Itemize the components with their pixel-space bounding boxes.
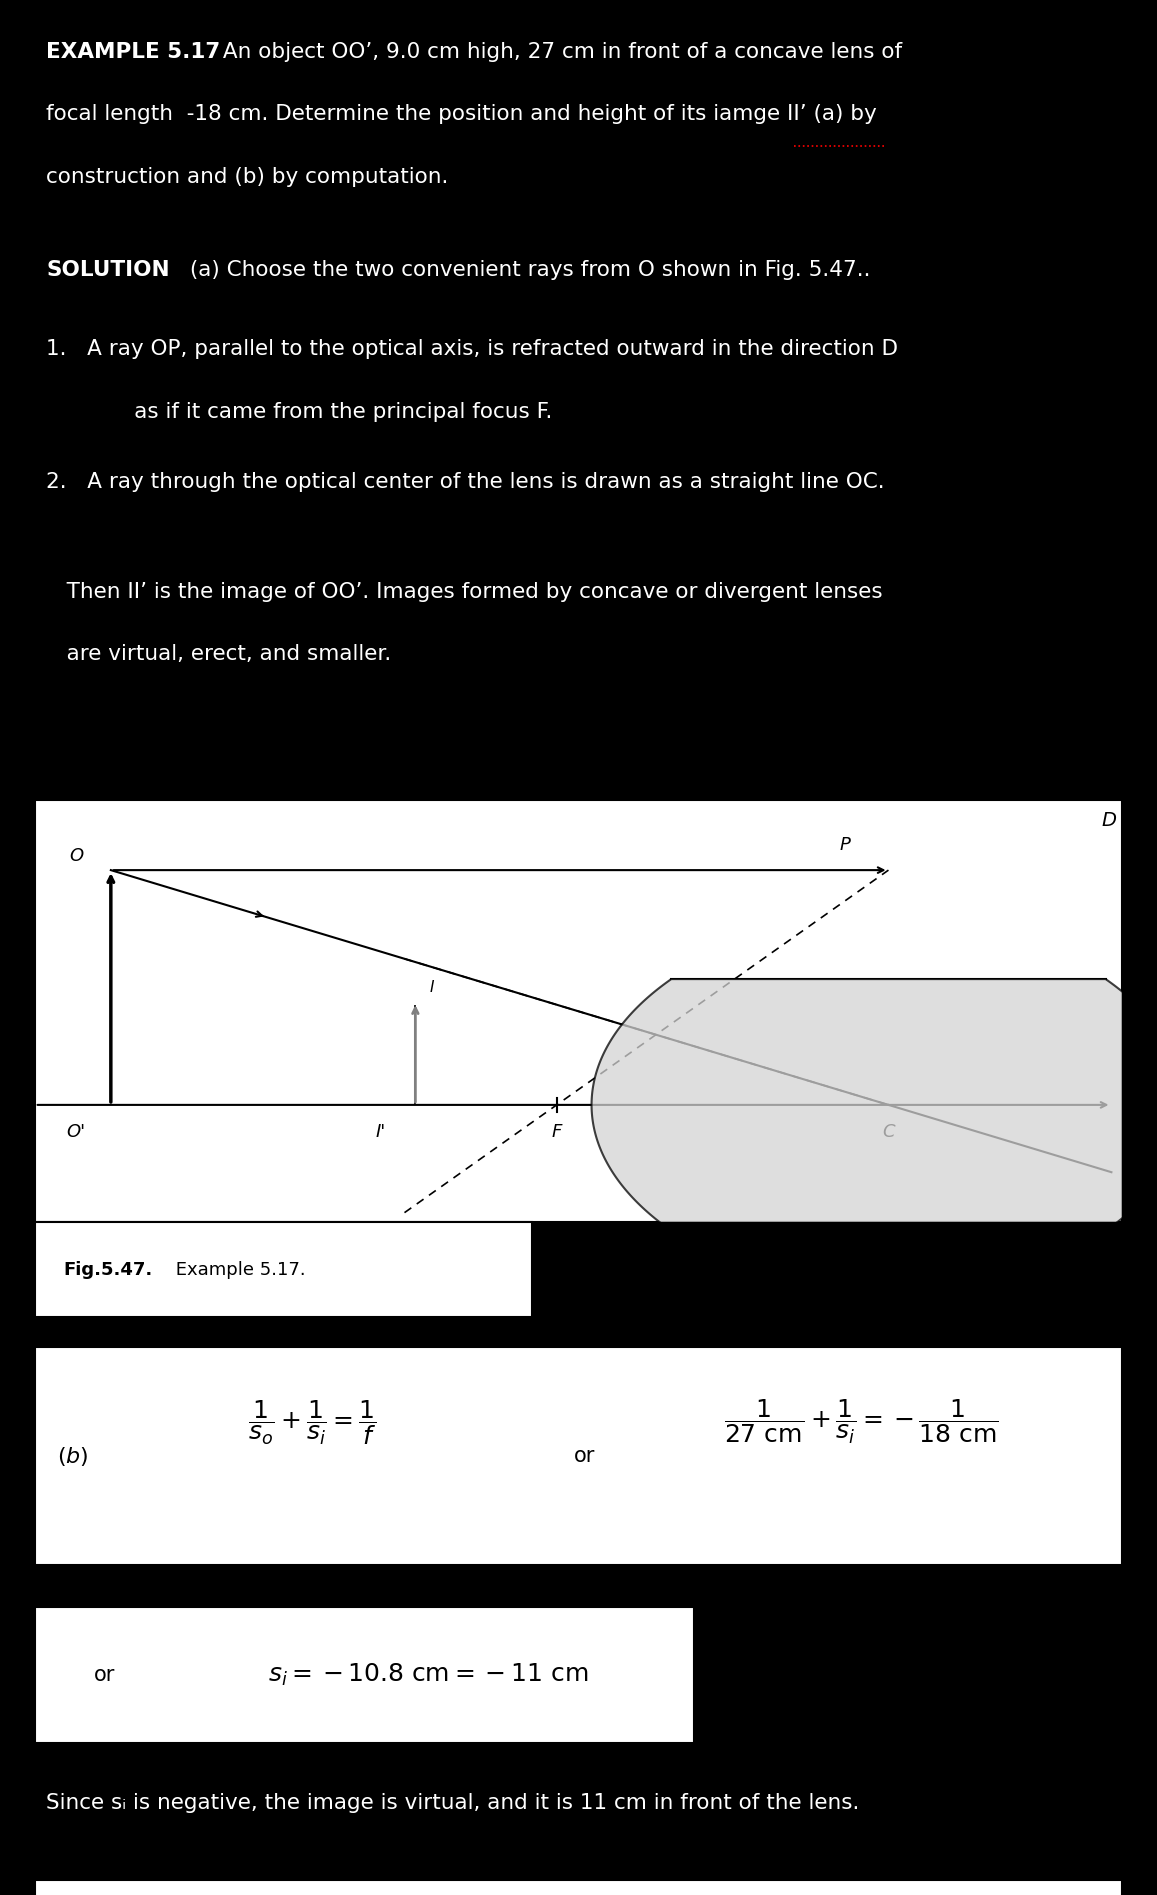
- Text: Since sᵢ is negative, the image is virtual, and it is 11 cm in front of the lens: Since sᵢ is negative, the image is virtu…: [46, 1793, 860, 1814]
- Text: EXAMPLE 5.17: EXAMPLE 5.17: [46, 42, 221, 63]
- Polygon shape: [591, 980, 1157, 1230]
- Text: An object OO’, 9.0 cm high, 27 cm in front of a concave lens of: An object OO’, 9.0 cm high, 27 cm in fro…: [216, 42, 902, 63]
- Text: 2.   A ray through the optical center of the lens is drawn as a straight line OC: 2. A ray through the optical center of t…: [46, 472, 885, 493]
- Text: or: or: [574, 1446, 595, 1467]
- Text: as if it came from the principal focus F.: as if it came from the principal focus F…: [93, 402, 552, 423]
- FancyBboxPatch shape: [35, 800, 1122, 1222]
- Text: Example 5.17.: Example 5.17.: [170, 1260, 305, 1279]
- Text: focal length  -18 cm. Determine the position and height of its iamge II’ (a) by: focal length -18 cm. Determine the posit…: [46, 104, 877, 125]
- Text: or: or: [94, 1666, 115, 1685]
- FancyBboxPatch shape: [35, 1347, 1122, 1565]
- Text: (a) Choose the two convenient rays from O shown in Fig. 5.47..: (a) Choose the two convenient rays from …: [183, 260, 870, 280]
- FancyBboxPatch shape: [35, 1222, 532, 1317]
- FancyBboxPatch shape: [35, 1607, 694, 1743]
- Text: construction and (b) by computation.: construction and (b) by computation.: [46, 167, 449, 188]
- Text: are virtual, erect, and smaller.: are virtual, erect, and smaller.: [46, 644, 391, 665]
- FancyBboxPatch shape: [35, 1880, 1122, 1895]
- Text: $(b)$: $(b)$: [57, 1444, 89, 1469]
- Text: $\dfrac{1}{s_o}+\dfrac{1}{s_i}=\dfrac{1}{f}$: $\dfrac{1}{s_o}+\dfrac{1}{s_i}=\dfrac{1}…: [248, 1399, 377, 1446]
- Text: I': I': [375, 1124, 385, 1141]
- Text: Then II’ is the image of OO’. Images formed by concave or divergent lenses: Then II’ is the image of OO’. Images for…: [46, 582, 883, 603]
- Text: O': O': [66, 1124, 86, 1141]
- Text: C: C: [882, 1124, 894, 1141]
- Text: $\dfrac{1}{27\ \mathrm{cm}}+\dfrac{1}{s_i}=-\dfrac{1}{18\ \mathrm{cm}}$: $\dfrac{1}{27\ \mathrm{cm}}+\dfrac{1}{s_…: [724, 1399, 1000, 1446]
- Text: O: O: [69, 847, 83, 866]
- Text: Fig.5.47.: Fig.5.47.: [64, 1260, 153, 1279]
- Text: 1.   A ray OP, parallel to the optical axis, is refracted outward in the directi: 1. A ray OP, parallel to the optical axi…: [46, 339, 898, 360]
- Text: I: I: [429, 980, 434, 995]
- Text: SOLUTION: SOLUTION: [46, 260, 170, 280]
- Text: $s_i = -10.8\ \mathrm{cm} = -11\ \mathrm{cm}$: $s_i = -10.8\ \mathrm{cm} = -11\ \mathrm…: [267, 1662, 589, 1688]
- Text: P: P: [840, 836, 850, 853]
- Text: D: D: [1101, 811, 1117, 830]
- Text: F: F: [552, 1124, 562, 1141]
